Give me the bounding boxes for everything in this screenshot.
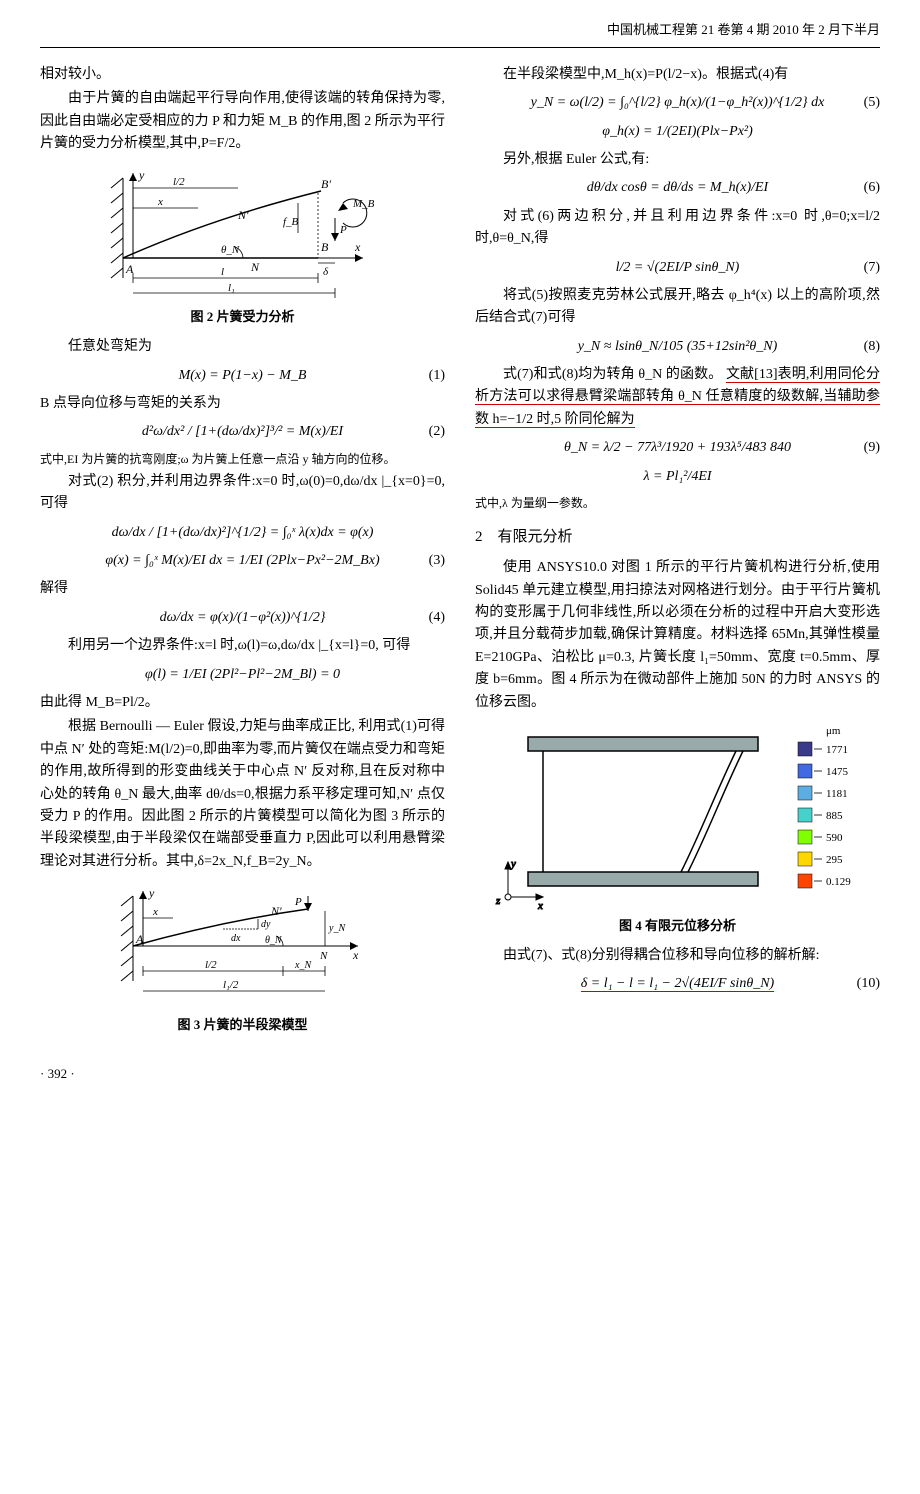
fig2-caption: 图 2 片簧受力分析	[40, 307, 445, 328]
svg-text:y_N: y_N	[328, 923, 346, 934]
legend: μm 1771 1475 1181 885 590 295 0.129	[798, 725, 851, 888]
svg-text:1475: 1475	[826, 766, 849, 778]
eq-10: δ = l₁ − l = l₁ − 2√(4EI/F sinθ_N)(10)	[475, 973, 880, 995]
para: 相对较小。	[40, 64, 445, 86]
section-2-title: 2有限元分析	[475, 525, 880, 549]
label-Np: N′	[237, 208, 249, 222]
svg-text:1181: 1181	[826, 788, 848, 800]
eq-9: θ_N = λ/2 − 77λ³/1920 + 193λ⁵/483 840(9)	[475, 437, 880, 459]
eq-1: M(x) = P(1−x) − M_B(1)	[40, 365, 445, 387]
figure-2: y x x l/2 B′ B N′ N	[40, 163, 445, 328]
para: B 点导向位移与弯矩的关系为	[40, 393, 445, 415]
journal-header: 中国机械工程第 21 卷第 4 期 2010 年 2 月下半月	[40, 20, 880, 48]
svg-text:1771: 1771	[826, 744, 848, 756]
para: 由此得 M_B=Pl/2。	[40, 692, 445, 714]
two-column-content: 相对较小。 由于片簧的自由端起平行导向作用,使得该端的转角保持为零,因此自由端必…	[40, 64, 880, 1044]
figure-4: y x z μm 1771 1475 1181 885 590 295 0.129 图 4 …	[475, 722, 880, 937]
para-note: 式中,EI 为片簧的抗弯刚度;ω 为片簧上任意一点沿 y 轴方向的位移。	[40, 450, 445, 469]
para: 任意处弯矩为	[40, 336, 445, 358]
label-Bp: B′	[321, 177, 331, 191]
page-number: · 392 ·	[40, 1064, 880, 1085]
eq-5: y_N = ω(l/2) = ∫₀^{l/2} φ_h(x)/(1−φ_h²(x…	[475, 92, 880, 114]
para: 另外,根据 Euler 公式,有:	[475, 149, 880, 171]
label-delta: δ	[323, 266, 329, 278]
para: 由于片簧的自由端起平行导向作用,使得该端的转角保持为零,因此自由端必定受相应的力…	[40, 88, 445, 155]
para: 利用另一个边界条件:x=l 时,ω(l)=ω,dω/dx |_{x=l}=0, …	[40, 635, 445, 657]
svg-text:y: y	[148, 886, 155, 900]
svg-text:x_N: x_N	[294, 960, 312, 971]
svg-text:dx: dx	[231, 933, 241, 944]
svg-text:x: x	[537, 900, 543, 912]
svg-text:θ_N: θ_N	[265, 935, 283, 946]
figure-3: y x A x dx dy N′ θ_N P y_N	[40, 881, 445, 1036]
svg-text:590: 590	[826, 832, 843, 844]
para: 将式(5)按照麦克劳林公式展开,略去 φ_h⁴(x) 以上的高阶项,然后结合式(…	[475, 285, 880, 330]
para-note: 式中,λ 为量纲一参数。	[475, 494, 880, 513]
label-l1: l₁	[228, 282, 235, 294]
eq-phi: φ(l) = 1/EI (2Pl²−Pl²−2M_Bl) = 0	[40, 664, 445, 686]
svg-text:885: 885	[826, 810, 843, 822]
left-column: 相对较小。 由于片簧的自由端起平行导向作用,使得该端的转角保持为零,因此自由端必…	[40, 64, 445, 1044]
label-fB: f_B	[283, 216, 299, 228]
label-N: N	[250, 260, 260, 274]
svg-text:dy: dy	[261, 919, 271, 930]
eq-8: y_N ≈ lsinθ_N/105 (35+12sin²θ_N)(8)	[475, 336, 880, 358]
para: 式(7)和式(8)均为转角 θ_N 的函数。 文献[13]表明,利用同伦分析方法…	[475, 364, 880, 431]
svg-text:l₁/2: l₁/2	[223, 979, 239, 991]
svg-text:295: 295	[826, 854, 843, 866]
svg-text:N′: N′	[270, 904, 282, 918]
fig4-caption: 图 4 有限元位移分析	[475, 916, 880, 937]
label-MB: M_B	[352, 198, 375, 210]
eq-4: dω/dx = φ(x)/(1−φ²(x))^{1/2}(4)	[40, 607, 445, 629]
para: 根据 Bernoulli — Euler 假设,力矩与曲率成正比, 利用式(1)…	[40, 716, 445, 873]
svg-text:0.129: 0.129	[826, 876, 851, 888]
eq-3b: φ(x) = ∫₀ˣ M(x)/EI dx = 1/EI (2Plx−Px²−2…	[40, 550, 445, 572]
label-l: l	[221, 266, 224, 278]
svg-text:x: x	[352, 948, 359, 962]
svg-text:x: x	[152, 906, 158, 918]
svg-text:μm: μm	[826, 725, 841, 737]
eq-9b: λ = Pl₁²/4EI	[475, 466, 880, 488]
right-column: 在半段梁模型中,M_h(x)=P(l/2−x)。根据式(4)有 y_N = ω(…	[475, 64, 880, 1044]
eq-2: d²ω/dx² / [1+(dω/dx)²]³/² = M(x)/EI(2)	[40, 421, 445, 443]
svg-text:y: y	[510, 858, 516, 870]
svg-text:N: N	[319, 950, 328, 962]
svg-text:z: z	[495, 895, 501, 907]
para: 使用 ANSYS10.0 对图 1 所示的平行片簧机构进行分析,使用 Solid…	[475, 557, 880, 714]
label-x: x	[354, 240, 361, 254]
fig3-caption: 图 3 片簧的半段梁模型	[40, 1015, 445, 1036]
label-y: y	[138, 168, 145, 182]
svg-text:P: P	[294, 896, 302, 908]
para: 对式(2) 积分,并利用边界条件:x=0 时,ω(0)=0,dω/dx |_{x…	[40, 471, 445, 516]
label-x-dim: x	[157, 196, 163, 208]
eq-6: dθ/dx cosθ = dθ/ds = M_h(x)/EI(6)	[475, 177, 880, 199]
eq-3a: dω/dx / [1+(dω/dx)²]^{1/2} = ∫₀ˣ λ(x)dx …	[40, 522, 445, 544]
eq-7: l/2 = √(2EI/P sinθ_N)(7)	[475, 257, 880, 279]
para: 由式(7)、式(8)分别得耦合位移和导向位移的解析解:	[475, 945, 880, 967]
label-P: P	[339, 224, 347, 236]
label-B: B	[321, 240, 329, 254]
eq-5b: φ_h(x) = 1/(2EI)(Plx−Px²)	[475, 121, 880, 143]
svg-text:l/2: l/2	[205, 959, 217, 971]
para: 对式(6)两边积分,并且利用边界条件:x=0 时,θ=0;x=l/2 时,θ=θ…	[475, 206, 880, 251]
label-l2: l/2	[173, 176, 185, 188]
para: 在半段梁模型中,M_h(x)=P(l/2−x)。根据式(4)有	[475, 64, 880, 86]
label-theta: θ_N	[221, 244, 240, 256]
para: 解得	[40, 578, 445, 600]
